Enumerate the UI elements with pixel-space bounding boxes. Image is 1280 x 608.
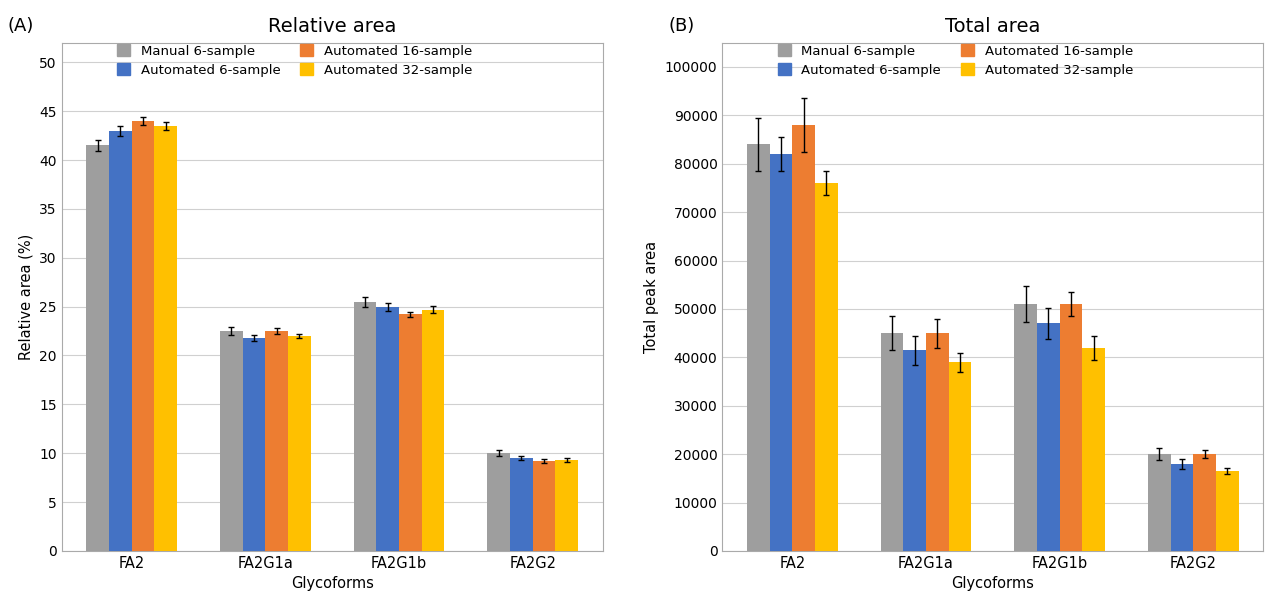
Y-axis label: Total peak area: Total peak area xyxy=(644,241,659,353)
Bar xyxy=(748,145,769,551)
Bar xyxy=(421,309,444,551)
Bar xyxy=(265,331,288,551)
Bar xyxy=(1171,464,1193,551)
Bar xyxy=(86,145,109,551)
Bar xyxy=(1037,323,1060,551)
Bar xyxy=(556,460,579,551)
Bar xyxy=(155,126,177,551)
Bar xyxy=(1216,471,1239,551)
Bar xyxy=(532,461,556,551)
Bar xyxy=(288,336,311,551)
Bar xyxy=(1083,348,1105,551)
Bar xyxy=(815,183,838,551)
X-axis label: Glycoforms: Glycoforms xyxy=(951,576,1034,592)
Bar xyxy=(1148,454,1171,551)
Bar xyxy=(243,338,265,551)
Bar xyxy=(881,333,904,551)
Bar xyxy=(376,306,399,551)
Bar xyxy=(109,131,132,551)
Title: Total area: Total area xyxy=(945,16,1041,36)
Bar xyxy=(132,121,155,551)
Bar xyxy=(948,362,972,551)
Title: Relative area: Relative area xyxy=(268,16,397,36)
Bar xyxy=(353,302,376,551)
Bar xyxy=(1060,304,1083,551)
Bar xyxy=(769,154,792,551)
Text: (A): (A) xyxy=(8,18,35,35)
Bar xyxy=(1014,304,1037,551)
Bar xyxy=(1193,454,1216,551)
Y-axis label: Relative area (%): Relative area (%) xyxy=(19,233,33,360)
Legend: Manual 6-sample, Automated 6-sample, Automated 16-sample, Automated 32-sample: Manual 6-sample, Automated 6-sample, Aut… xyxy=(772,39,1138,82)
Bar xyxy=(792,125,815,551)
X-axis label: Glycoforms: Glycoforms xyxy=(291,576,374,592)
Bar xyxy=(399,314,421,551)
Text: (B): (B) xyxy=(668,18,695,35)
Bar xyxy=(509,458,532,551)
Bar xyxy=(488,453,509,551)
Bar xyxy=(925,333,948,551)
Legend: Manual 6-sample, Automated 6-sample, Automated 16-sample, Automated 32-sample: Manual 6-sample, Automated 6-sample, Aut… xyxy=(111,39,477,82)
Bar xyxy=(220,331,243,551)
Bar xyxy=(904,350,925,551)
